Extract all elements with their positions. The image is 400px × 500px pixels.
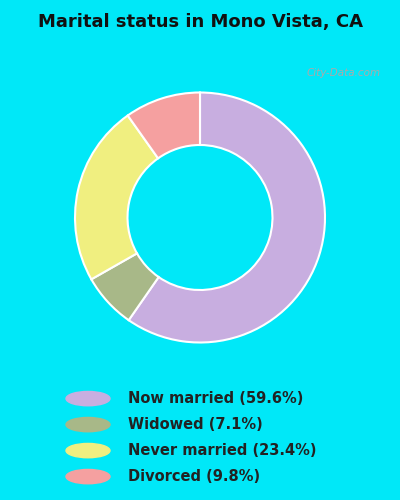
Wedge shape bbox=[91, 254, 159, 320]
Text: Divorced (9.8%): Divorced (9.8%) bbox=[128, 469, 260, 484]
Wedge shape bbox=[129, 92, 325, 342]
Text: Marital status in Mono Vista, CA: Marital status in Mono Vista, CA bbox=[38, 14, 362, 32]
Circle shape bbox=[66, 392, 110, 406]
Text: City-Data.com: City-Data.com bbox=[306, 68, 380, 78]
Text: Widowed (7.1%): Widowed (7.1%) bbox=[128, 417, 263, 432]
Circle shape bbox=[66, 444, 110, 458]
Text: Never married (23.4%): Never married (23.4%) bbox=[128, 443, 316, 458]
Text: Now married (59.6%): Now married (59.6%) bbox=[128, 391, 303, 406]
Wedge shape bbox=[75, 116, 158, 280]
Wedge shape bbox=[128, 92, 200, 158]
Circle shape bbox=[66, 470, 110, 484]
Circle shape bbox=[66, 418, 110, 432]
